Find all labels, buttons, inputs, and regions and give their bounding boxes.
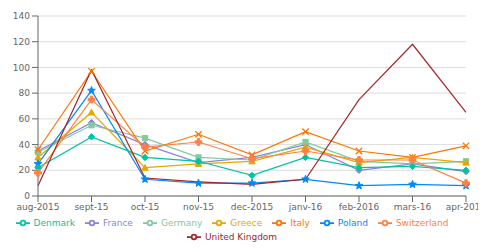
svg-text:sept-15: sept-15 bbox=[74, 202, 108, 212]
html-text:Poland: Poland bbox=[337, 217, 368, 228]
html-text:Germany: Germany bbox=[160, 217, 203, 228]
svg-text:20: 20 bbox=[19, 165, 31, 175]
svg-text:100: 100 bbox=[13, 63, 30, 73]
svg-text:feb-2016: feb-2016 bbox=[339, 202, 380, 212]
svg-text:janv-16: janv-16 bbox=[288, 202, 323, 212]
html-text:France: France bbox=[103, 217, 133, 228]
svg-text:aug-2015: aug-2015 bbox=[16, 202, 59, 212]
svg-text:0: 0 bbox=[24, 191, 30, 201]
html-text:Denmark: Denmark bbox=[33, 217, 75, 228]
svg-text:oct-15: oct-15 bbox=[131, 202, 160, 212]
svg-text:nov-15: nov-15 bbox=[183, 202, 214, 212]
svg-text:140: 140 bbox=[13, 11, 30, 21]
html-text:Switzerland: Switzerland bbox=[395, 217, 449, 228]
svg-text:dec-2015: dec-2015 bbox=[231, 202, 273, 212]
svg-text:mars-16: mars-16 bbox=[394, 202, 432, 212]
html-text:Italy: Italy bbox=[290, 217, 310, 228]
html-text:Greece: Greece bbox=[230, 217, 263, 228]
html-text:United Kingdom: United Kingdom bbox=[204, 231, 278, 242]
svg-text:60: 60 bbox=[19, 114, 31, 124]
svg-text:80: 80 bbox=[19, 88, 31, 98]
svg-text:40: 40 bbox=[19, 140, 31, 150]
svg-text:apr-2016: apr-2016 bbox=[446, 202, 478, 212]
svg-text:120: 120 bbox=[13, 37, 30, 47]
